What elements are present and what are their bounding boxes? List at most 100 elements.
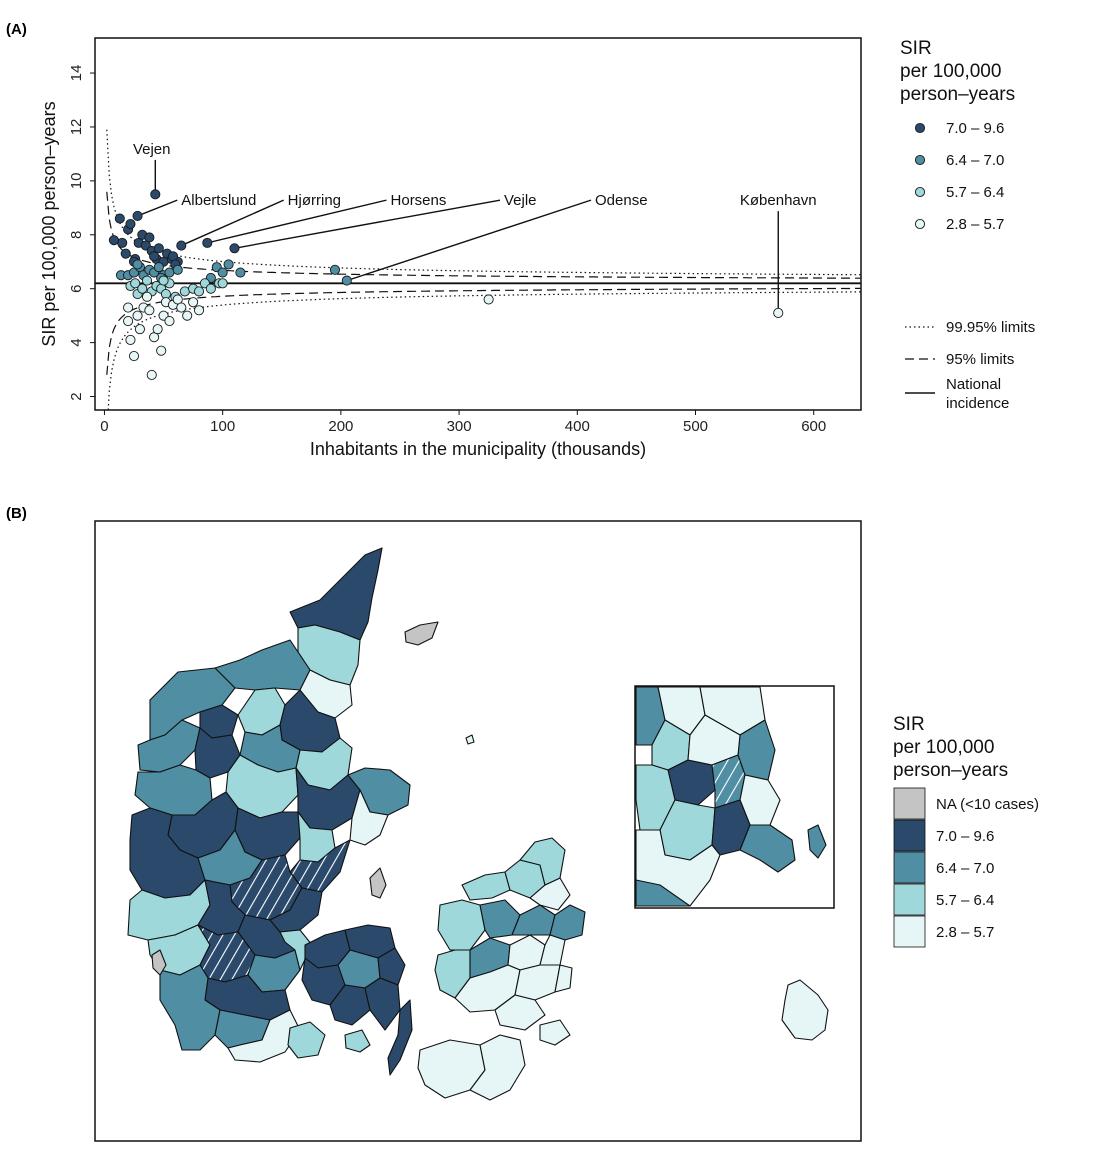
data-point (144, 305, 155, 316)
inset-region-16 (807, 824, 827, 859)
data-point (146, 369, 157, 381)
data-point (193, 305, 205, 316)
choropleth-map (94, 520, 862, 1142)
x-tick-label: 0 (100, 418, 108, 435)
y-tick-label: 8 (68, 231, 85, 239)
leader-line (346, 199, 592, 282)
data-point (235, 267, 246, 278)
legend-b-items: NA (<10 cases) 7.0 – 9.6 6.4 – 7.0 5.7 – 6.… (893, 787, 1039, 948)
legend-a-label: 6.4 – 7.0 (946, 152, 1004, 169)
label-leaders (137, 159, 779, 313)
data-point (152, 324, 163, 335)
legend-a-label: 7.0 – 9.6 (946, 120, 1004, 137)
x-tick-label: 100 (210, 418, 235, 435)
leader-line (207, 199, 387, 244)
data-point (134, 324, 145, 335)
zealand (417, 837, 586, 1101)
data-point (341, 275, 352, 286)
data-point (132, 259, 143, 270)
data-point (217, 278, 228, 289)
y-tick-label: 14 (68, 65, 85, 82)
legend-b: SIR per 100,000 person–years NA (<10 cas… (893, 714, 1039, 948)
point-label: Albertslund (181, 192, 256, 209)
data-point (483, 294, 494, 305)
y-tick-label: 6 (68, 285, 85, 293)
legend-a-title-3: person–years (900, 84, 1015, 105)
data-point (329, 264, 341, 275)
data-point (125, 334, 136, 345)
region-kerteminde (377, 947, 406, 986)
region-samsø (369, 867, 387, 899)
legend-a-swatch (914, 154, 926, 166)
data-point (108, 235, 119, 246)
legend-b-swatch (893, 883, 926, 916)
region-fredericia (279, 929, 313, 971)
data-point (125, 218, 136, 230)
region-bornholm (781, 979, 829, 1041)
funen (301, 924, 413, 1076)
legend-b-label: NA (<10 cases) (936, 796, 1039, 813)
data-point (223, 259, 234, 270)
legend-b-title-1: SIR (893, 714, 925, 735)
region-vordingborg (494, 994, 546, 1031)
region-langeland (387, 999, 413, 1076)
region-svendborg (364, 977, 401, 1031)
region-læsø (404, 621, 439, 646)
data-point (229, 243, 240, 254)
map-frame (94, 520, 862, 1142)
data-point (123, 315, 134, 327)
region-roskilde (511, 904, 556, 936)
leader-line (137, 199, 178, 217)
point-label: Vejle (504, 192, 537, 209)
legend-a-title-2: per 100,000 (900, 61, 1001, 82)
limit-95-upper (106, 191, 861, 279)
data-point (172, 264, 183, 275)
data-point (120, 248, 131, 259)
inset-region-15 (635, 879, 691, 907)
leader-line (181, 199, 284, 247)
point-label: Horsens (391, 192, 447, 209)
data-point (153, 243, 164, 254)
data-point (117, 237, 128, 248)
legend-b-swatch (893, 915, 926, 948)
x-tick-label: 600 (801, 418, 826, 435)
x-tick-label: 300 (447, 418, 472, 435)
region-faxe (514, 964, 561, 1001)
y-tick-label: 10 (68, 173, 85, 190)
region-sønderborg (227, 1009, 301, 1063)
legend-a-swatch (914, 218, 926, 230)
data-points (108, 189, 784, 381)
point-label: København (740, 192, 817, 209)
point-label: Vejen (133, 141, 171, 158)
x-axis-ticks: 0 100 200 300 400 500 600 (100, 410, 826, 435)
panel-b-label: (B) (6, 505, 27, 522)
region-køge (539, 934, 566, 966)
region-møn (539, 1019, 571, 1046)
region-odsherred (461, 871, 511, 901)
legend-b-swatch (893, 819, 926, 852)
legend-b-label: 5.7 – 6.4 (936, 892, 994, 909)
legend-b-title-3: person–years (893, 760, 1008, 781)
region-kalundborg (437, 899, 486, 951)
legend-b-swatch (893, 851, 926, 884)
jutland (127, 547, 411, 1063)
x-tick-label: 500 (683, 418, 708, 435)
legend-dotted-label: 99.95% limits (946, 319, 1035, 336)
x-tick-label: 400 (565, 418, 590, 435)
leader-line (234, 199, 501, 249)
region-fanø (151, 949, 167, 976)
legend-solid-label-2: incidence (946, 395, 1009, 412)
legend-b-label: 6.4 – 7.0 (936, 860, 994, 877)
data-point (205, 283, 216, 294)
plot-frame (94, 37, 862, 411)
data-point (158, 275, 169, 286)
data-point (149, 251, 160, 262)
legend-b-label: 2.8 – 5.7 (936, 924, 994, 941)
y-tick-label: 4 (68, 338, 85, 346)
data-point (153, 262, 164, 273)
legend-a-label: 2.8 – 5.7 (946, 216, 1004, 233)
panel-a-label: (A) (6, 21, 27, 38)
scatter-plot: Vejen Albertslund Hjørring Horsens Vejle Oden… (39, 37, 862, 459)
region-skagen-north (289, 547, 383, 641)
legend-dashed-label: 95% limits (946, 351, 1014, 368)
